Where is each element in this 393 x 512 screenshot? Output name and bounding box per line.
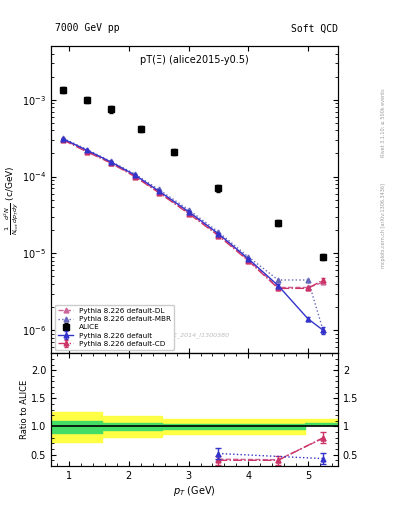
- Pythia 8.226 default-DL: [216, 231, 221, 238]
- Text: 7000 GeV pp: 7000 GeV pp: [55, 23, 119, 33]
- Pythia 8.226 default-DL: [84, 148, 89, 154]
- Pythia 8.226 default-DL: [61, 136, 65, 142]
- Y-axis label: Ratio to ALICE: Ratio to ALICE: [20, 380, 29, 439]
- Pythia 8.226 default-MBR: [306, 277, 310, 283]
- Text: Rivet 3.1.10; ≥ 500k events: Rivet 3.1.10; ≥ 500k events: [381, 89, 386, 157]
- Pythia 8.226 default-DL: [156, 189, 161, 195]
- Pythia 8.226 default-MBR: [246, 254, 251, 260]
- Text: pT(Ξ) (alice2015-y0.5): pT(Ξ) (alice2015-y0.5): [140, 55, 249, 66]
- Pythia 8.226 default-DL: [306, 284, 310, 290]
- Pythia 8.226 default-MBR: [84, 146, 89, 153]
- Pythia 8.226 default-MBR: [276, 277, 281, 283]
- Line: Pythia 8.226 default-MBR: Pythia 8.226 default-MBR: [61, 136, 325, 333]
- X-axis label: $p_T$ (GeV): $p_T$ (GeV): [173, 483, 216, 498]
- Pythia 8.226 default-DL: [132, 173, 137, 179]
- Text: mcplots.cern.ch [arXiv:1306.3436]: mcplots.cern.ch [arXiv:1306.3436]: [381, 183, 386, 268]
- Line: Pythia 8.226 default-DL: Pythia 8.226 default-DL: [61, 137, 325, 290]
- Pythia 8.226 default-MBR: [132, 171, 137, 177]
- Pythia 8.226 default-MBR: [156, 186, 161, 193]
- Pythia 8.226 default-MBR: [321, 327, 325, 333]
- Pythia 8.226 default-DL: [321, 279, 325, 285]
- Pythia 8.226 default-DL: [276, 284, 281, 290]
- Pythia 8.226 default-DL: [186, 209, 191, 216]
- Pythia 8.226 default-MBR: [216, 229, 221, 235]
- Legend: Pythia 8.226 default-DL, Pythia 8.226 default-MBR, ALICE, Pythia 8.226 default, : Pythia 8.226 default-DL, Pythia 8.226 de…: [55, 305, 174, 350]
- Text: ALICE_2014_I1300380: ALICE_2014_I1300380: [160, 332, 230, 338]
- Pythia 8.226 default-DL: [246, 257, 251, 263]
- Pythia 8.226 default-MBR: [108, 158, 113, 164]
- Text: Soft QCD: Soft QCD: [291, 23, 338, 33]
- Pythia 8.226 default-DL: [108, 160, 113, 166]
- Pythia 8.226 default-MBR: [186, 207, 191, 213]
- Y-axis label: $\frac{1}{N_{tot}} \frac{d^2N}{dp_{T}dy}$ (c/GeV): $\frac{1}{N_{tot}} \frac{d^2N}{dp_{T}dy}…: [2, 165, 21, 234]
- Pythia 8.226 default-MBR: [61, 135, 65, 141]
